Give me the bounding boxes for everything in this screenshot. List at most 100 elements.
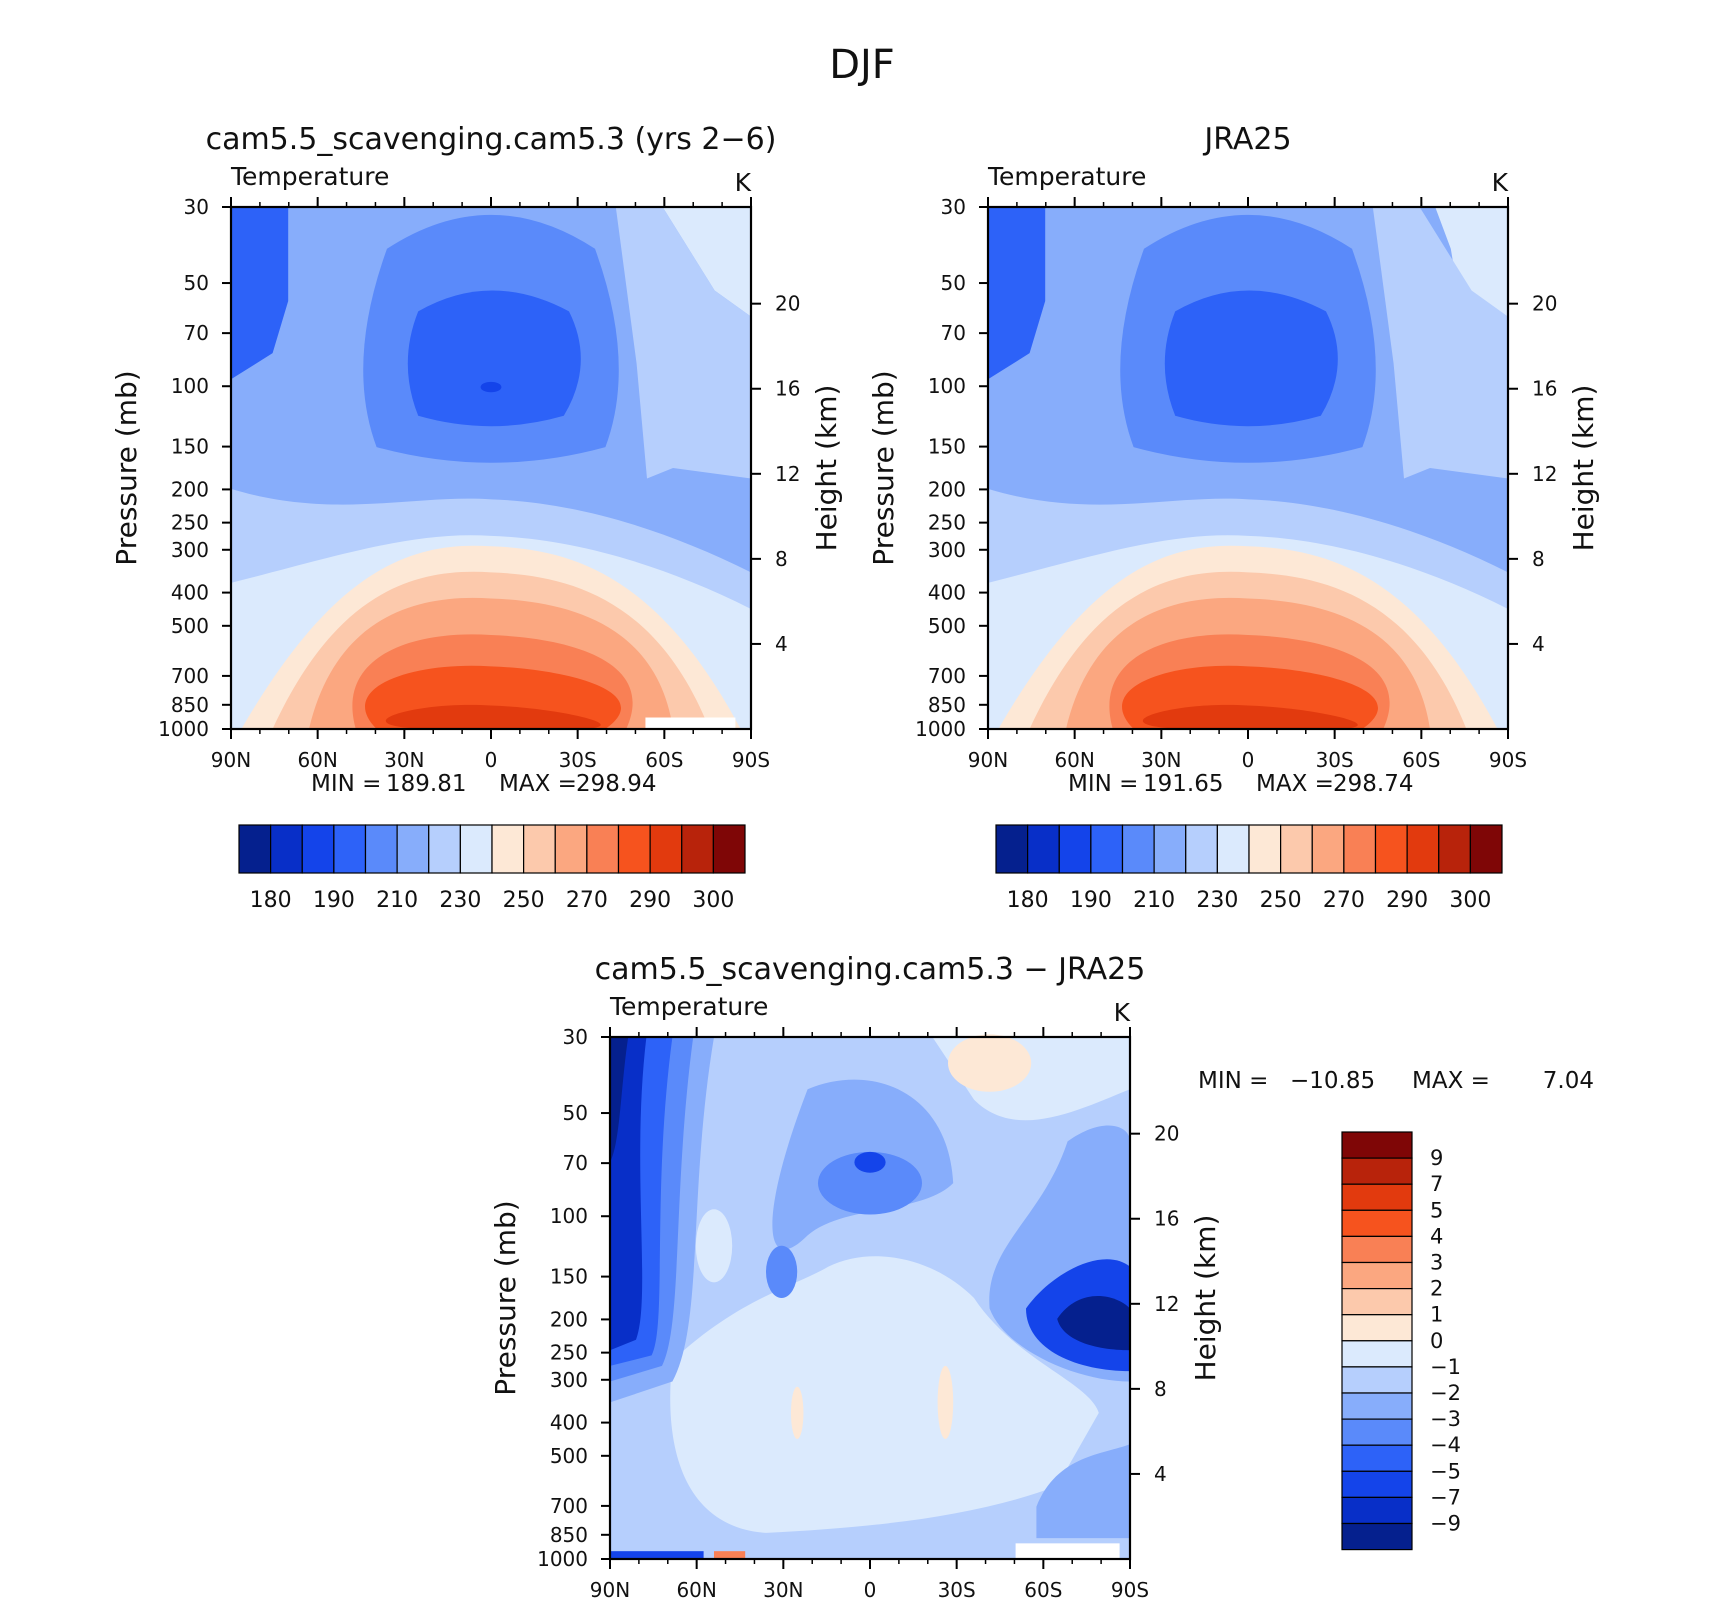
panel-obs-xtick-label: 90S	[1489, 748, 1527, 772]
panel-diff-xtick-label: 60S	[1024, 1578, 1062, 1600]
panel-diff-colorbar-box	[1341, 1340, 1413, 1368]
panel-diff-xtick-label: 0	[864, 1578, 877, 1600]
panel-diff-xtick-label: 90N	[590, 1578, 630, 1600]
panel-obs-colorbar-label: 180	[1007, 888, 1049, 913]
panel-diff-colorbar-box	[1341, 1392, 1413, 1420]
panel-model-colorbar-box	[649, 824, 683, 874]
panel-model-xtick-label: 60S	[645, 748, 683, 772]
panel-diff-colorbar-label: −7	[1430, 1485, 1461, 1509]
panel-model-colorbar-label: 300	[692, 888, 734, 913]
panel-obs-y2tick-label: 4	[1532, 632, 1545, 656]
panel-diff-fill-warm-sliver-1	[790, 1386, 804, 1439]
panel-model-ylabel: Pressure (mb)	[110, 370, 143, 565]
panel-obs-y2tick-label: 20	[1532, 292, 1557, 316]
panel-obs-xtick-label: 60S	[1402, 748, 1440, 772]
panel-diff-colorbar-label: 5	[1430, 1198, 1443, 1222]
panel-model-fill-eq-core	[407, 290, 581, 427]
panel-obs-ytick-label: 150	[928, 435, 966, 459]
panel-diff-y2tick-label: 4	[1154, 1462, 1167, 1486]
panel-obs-xtick-label: 90N	[968, 748, 1008, 772]
panel-model-fill-eq-min	[480, 381, 502, 393]
panel-diff-ytick-label: 150	[550, 1265, 588, 1289]
panel-model-fill-sh-polar	[662, 207, 751, 317]
panel-diff-colorbar-label: 3	[1430, 1251, 1443, 1275]
panel-diff-colorbar-label: 2	[1430, 1277, 1443, 1301]
panel-diff-ytick-label: 1000	[537, 1547, 588, 1571]
panel-diff-ytick-label: 200	[550, 1307, 588, 1331]
panel-diff-fill-trop-zero	[670, 1256, 1099, 1533]
panel-model-colorbar-box	[333, 824, 367, 874]
panel-obs-ylabel: Pressure (mb)	[867, 370, 900, 565]
panel-obs-colorbar-box	[1280, 824, 1313, 874]
panel-diff-colorbar-box	[1341, 1131, 1413, 1159]
panel-diff-y2tick-label: 16	[1154, 1207, 1179, 1231]
panel-diff: 305070100150200250300400500700850100090N…	[489, 952, 1594, 1600]
panel-obs-y2tick-label: 12	[1532, 462, 1557, 486]
panel-model-xtick-label: 90S	[732, 748, 770, 772]
panel-obs-ytick-label: 400	[928, 581, 966, 605]
panel-obs-colorbar-box	[1058, 824, 1092, 874]
panel-diff-title: cam5.5_scavenging.cam5.3 − JRA25	[595, 952, 1146, 987]
panel-model-ytick-label: 1000	[158, 717, 209, 741]
panel-model-y2tick-label: 20	[775, 292, 800, 316]
panel-diff-xtick-label: 60N	[676, 1578, 716, 1600]
panel-diff-colorbar-box	[1341, 1496, 1413, 1525]
panel-obs-ytick-label: 850	[928, 693, 966, 717]
panel-diff-max-label: MAX =	[1412, 1068, 1490, 1094]
panel-diff-fill-warm-sliver-2	[937, 1365, 954, 1439]
panel-diff-fill-sh-sfc-m2	[1036, 1444, 1130, 1539]
panel-obs-ytick-label: 700	[928, 664, 966, 688]
panel-obs-colorbar-box	[995, 824, 1029, 874]
panel-diff-ytick-label: 30	[563, 1025, 588, 1049]
panel-diff-ylabel: Pressure (mb)	[489, 1200, 522, 1395]
panel-obs-colorbar-box	[1121, 824, 1155, 874]
panel-diff-ytick-label: 500	[550, 1444, 588, 1468]
panel-diff-colorbar-label: 4	[1430, 1224, 1443, 1248]
panel-obs-xtick-label: 30N	[1141, 748, 1181, 772]
panel-obs-colorbar-box	[1406, 824, 1440, 874]
panel-model-ytick-label: 500	[171, 614, 209, 638]
panel-model-colorbar-label: 190	[313, 888, 355, 913]
panel-obs-ytick-label: 1000	[915, 717, 966, 741]
panel-diff-colorbar-label: −9	[1430, 1512, 1461, 1536]
panel-diff-colorbar-label: −3	[1430, 1407, 1461, 1431]
panel-model-title: cam5.5_scavenging.cam5.3 (yrs 2−6)	[206, 122, 777, 157]
panel-model-fill-trop-7	[385, 704, 601, 730]
panel-obs-min-label: MIN =	[1068, 771, 1138, 797]
panel-obs-ytick-label: 100	[928, 374, 966, 398]
panel-diff-colorbar-box	[1341, 1183, 1413, 1211]
panel-model-colorbar-box	[586, 824, 620, 874]
panel-model-ytick-label: 30	[184, 195, 209, 219]
panel-model-colorbar-box	[270, 824, 303, 874]
panel-model-colorbar-box	[238, 824, 272, 874]
panel-obs-ytick-label: 500	[928, 614, 966, 638]
panel-model-colorbar-box	[712, 824, 746, 874]
panel-obs-xtick-label: 0	[1242, 748, 1255, 772]
panel-model-ytick-label: 850	[171, 693, 209, 717]
panel-obs-fill-eq-core	[1164, 290, 1338, 427]
panel-diff-colorbar-box	[1341, 1444, 1413, 1472]
panel-model-xtick-label: 30S	[559, 748, 597, 772]
panel-obs-ytick-label: 70	[941, 321, 966, 345]
panel-diff-ytick-label: 100	[550, 1204, 588, 1228]
panel-diff-ytick-label: 700	[550, 1494, 588, 1518]
panel-model-fill-nh-polar	[231, 207, 289, 380]
panel-diff-colorbar-box	[1341, 1366, 1413, 1394]
panel-diff-fill-upper-warm	[948, 1034, 1032, 1092]
panel-model-colorbar-label: 180	[250, 888, 292, 913]
panel-obs-colorbar-label: 230	[1196, 888, 1238, 913]
panel-diff-colorbar-label: −2	[1430, 1381, 1461, 1405]
panel-model-y2label: Height (km)	[810, 385, 843, 552]
panel-diff-ytick-label: 250	[550, 1341, 588, 1365]
panel-model-colorbar-box	[554, 824, 588, 874]
panel-diff-colorbar-box	[1341, 1287, 1413, 1316]
panel-obs-colorbar-box	[1438, 824, 1471, 874]
panel-model-y2tick-label: 12	[775, 462, 800, 486]
panel-diff-y2tick-label: 20	[1154, 1122, 1179, 1146]
panel-diff-colorbar-label: 1	[1430, 1303, 1443, 1327]
panel-diff-ytick-label: 50	[563, 1101, 588, 1125]
panel-obs-variable-label: Temperature	[987, 162, 1146, 191]
panel-model-colorbar-label: 270	[566, 888, 608, 913]
panel-model-ytick-label: 200	[171, 477, 209, 501]
